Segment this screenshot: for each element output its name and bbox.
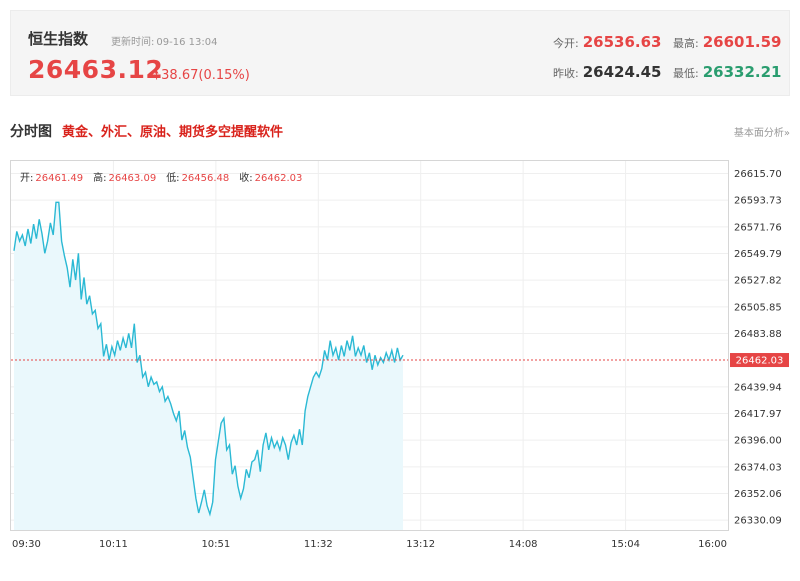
y-tick-label: 26330.09 [734, 516, 782, 527]
price-change-value: 38.67(0.15%) [161, 68, 250, 83]
price-line [13, 201, 404, 517]
current-price-label: 26462.03 [736, 356, 784, 367]
stat-high-label: 最高: [673, 37, 699, 50]
stat-prev-close: 昨收: 26424.45 [553, 63, 661, 81]
x-tick-label: 11:32 [304, 539, 333, 550]
y-tick-label: 26417.97 [734, 409, 782, 420]
y-tick-label: 26439.94 [734, 382, 782, 393]
stat-low-label: 最低: [673, 67, 699, 80]
y-tick-label: 26483.88 [734, 329, 782, 340]
stat-open-label: 今开: [553, 37, 579, 50]
x-tick-label: 15:04 [611, 539, 640, 550]
stat-prev-close-value: 26424.45 [582, 63, 662, 81]
x-tick-label: 09:30 [12, 539, 41, 550]
current-price-tag: 26462.03 [730, 353, 789, 368]
x-axis: 09:30 10:11 10:51 11:32 13:12 14:08 15:04 16:00 [12, 539, 727, 550]
index-name: 恒生指数 [28, 30, 89, 48]
ohlc-low-label: 低: [166, 171, 179, 184]
ohlc-close-label: 收: [239, 171, 252, 184]
promo-link[interactable]: 黄金、外汇、原油、期货多空提醒软件 [62, 125, 284, 140]
ohlc-close-value: 26462.03 [255, 173, 303, 184]
y-tick-label: 26352.06 [734, 489, 782, 500]
chart-title-bar: 分时图 黄金、外汇、原油、期货多空提醒软件 基本面分析» [10, 118, 790, 144]
y-tick-label: 26571.76 [734, 222, 782, 233]
x-tick-label: 13:12 [406, 539, 435, 550]
intraday-chart-svg: 26615.70 26593.73 26571.76 26549.79 26527.82… [10, 160, 789, 550]
y-tick-label: 26527.82 [734, 276, 782, 287]
stat-high: 最高: 26601.59 [673, 33, 781, 51]
update-label: 更新时间: [111, 37, 155, 48]
stat-low-value: 26332.21 [702, 63, 782, 81]
current-price: 26463.12 [28, 55, 164, 84]
stat-open-value: 26536.63 [582, 33, 662, 51]
x-tick-label: 10:51 [201, 539, 230, 550]
intraday-chart: 26615.70 26593.73 26571.76 26549.79 26527.82… [10, 160, 790, 555]
x-tick-label: 10:11 [99, 539, 128, 550]
y-tick-label: 26615.70 [734, 169, 782, 180]
y-tick-label: 26374.03 [734, 462, 782, 473]
index-header: 恒生指数 更新时间: 09-16 13:04 26463.12 🠕 38.67(0.… [10, 10, 790, 96]
arrow-up-icon: 🠕 [154, 68, 160, 82]
y-tick-label: 26593.73 [734, 196, 782, 207]
y-axis: 26615.70 26593.73 26571.76 26549.79 26527.82… [734, 169, 782, 527]
ohlc-high-value: 26463.09 [108, 173, 156, 184]
price-area [14, 202, 403, 531]
y-tick-label: 26549.79 [734, 249, 782, 260]
stat-high-value: 26601.59 [702, 33, 782, 51]
update-time: 更新时间: 09-16 13:04 [109, 33, 217, 48]
current-price-box [730, 353, 789, 368]
price-change: 🠕 38.67(0.15%) [154, 66, 250, 87]
ohlc-high-label: 高: [93, 171, 106, 184]
ohlc-open-label: 开: [20, 173, 33, 184]
tab-intraday[interactable]: 分时图 [10, 124, 52, 140]
x-tick-label: 14:08 [509, 539, 538, 550]
ohlc-readout: 开: 26461.49 高: 26463.09 低: 26456.48 收: 26462.03 [20, 171, 302, 184]
fundamental-analysis-link[interactable]: 基本面分析» [733, 128, 790, 139]
x-tick-label: 16:00 [698, 539, 727, 550]
stat-open: 今开: 26536.63 [553, 33, 661, 51]
ohlc-open-value: 26461.49 [35, 173, 83, 184]
stat-prev-close-label: 昨收: [553, 67, 579, 80]
y-tick-label: 26396.00 [734, 436, 782, 447]
update-time-value: 09-16 13:04 [156, 37, 218, 48]
y-tick-label: 26505.85 [734, 302, 782, 313]
ohlc-low-value: 26456.48 [182, 173, 230, 184]
stat-low: 最低: 26332.21 [673, 63, 781, 81]
